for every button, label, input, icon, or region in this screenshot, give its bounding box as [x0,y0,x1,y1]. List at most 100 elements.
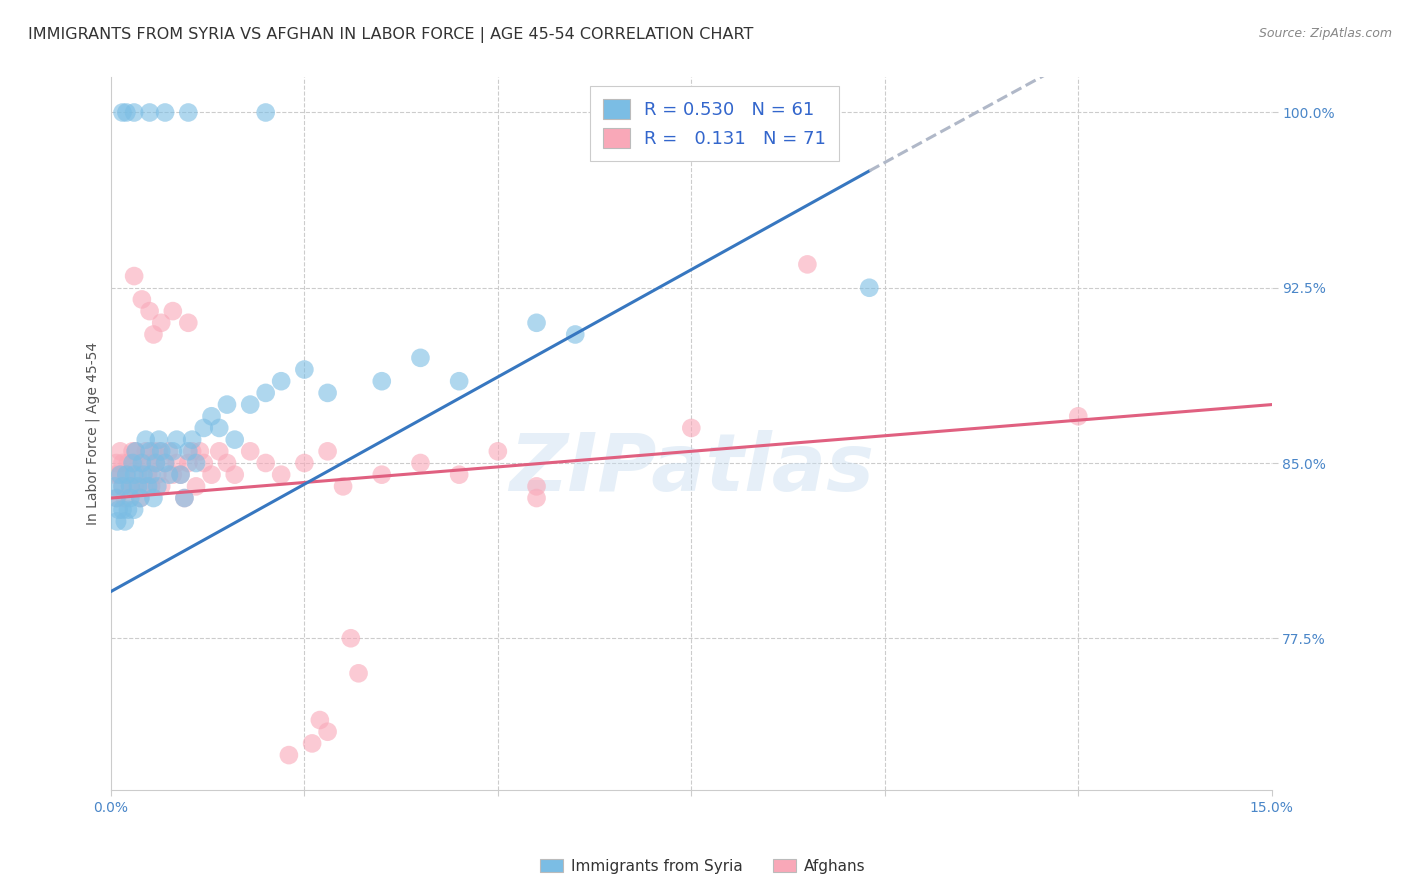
Point [138,304,160,318]
Point [127,467,149,482]
Point [332,479,354,493]
Point [104,479,127,493]
Point [107,467,129,482]
Point [111,105,134,120]
Point [449,467,471,482]
Point [111,456,134,470]
Point [120,491,142,505]
Point [188,444,211,458]
Point [371,467,394,482]
Point [146,479,169,493]
Point [157,444,180,458]
Point [117,456,139,470]
Point [200,409,222,424]
Point [166,456,188,470]
Point [122,467,145,482]
Point [150,444,173,458]
Point [292,362,315,376]
Point [131,293,153,307]
Point [138,456,160,470]
Point [316,444,339,458]
Point [129,491,152,505]
Point [681,421,703,435]
Point [254,456,277,470]
Point [1067,409,1090,424]
Point [184,479,207,493]
Legend: R = 0.530   N = 61, R =   0.131   N = 71: R = 0.530 N = 61, R = 0.131 N = 71 [591,87,839,161]
Point [121,444,143,458]
Point [239,444,262,458]
Text: ZIPatlas: ZIPatlas [509,431,873,508]
Point [177,444,200,458]
Point [316,385,339,400]
Point [135,433,157,447]
Point [340,632,363,646]
Point [316,724,339,739]
Point [115,105,138,120]
Point [153,456,176,470]
Text: Source: ZipAtlas.com: Source: ZipAtlas.com [1258,27,1392,40]
Legend: Immigrants from Syria, Afghans: Immigrants from Syria, Afghans [534,853,872,880]
Point [122,479,145,493]
Point [301,736,323,750]
Point [347,666,370,681]
Point [157,467,180,482]
Point [104,467,127,482]
Point [132,479,155,493]
Point [108,444,131,458]
Point [121,456,143,470]
Point [208,421,231,435]
Point [142,444,165,458]
Point [239,398,262,412]
Point [148,433,170,447]
Point [215,456,238,470]
Point [177,316,200,330]
Point [122,105,145,120]
Point [224,433,246,447]
Point [122,502,145,516]
Point [526,491,548,505]
Point [150,316,173,330]
Point [124,444,146,458]
Point [200,467,222,482]
Point [371,374,394,388]
Point [526,479,548,493]
Point [181,433,204,447]
Point [409,456,432,470]
Point [184,456,207,470]
Point [173,491,195,505]
Point [153,105,176,120]
Point [142,327,165,342]
Point [166,433,188,447]
Point [129,491,152,505]
Point [162,304,184,318]
Point [105,491,128,505]
Point [107,502,129,516]
Point [208,444,231,458]
Point [117,502,139,516]
Point [215,398,238,412]
Point [153,456,176,470]
Point [146,467,169,482]
Point [224,467,246,482]
Point [114,491,136,505]
Point [148,444,170,458]
Point [486,444,509,458]
Point [254,105,277,120]
Point [177,456,200,470]
Point [131,456,153,470]
Point [111,479,134,493]
Point [150,479,173,493]
Point [169,467,191,482]
Point [120,479,142,493]
Point [145,456,167,470]
Point [254,385,277,400]
Point [141,467,163,482]
Point [122,268,145,283]
Point [162,444,184,458]
Point [409,351,432,365]
Point [127,479,149,493]
Point [292,456,315,470]
Point [115,467,138,482]
Point [108,467,131,482]
